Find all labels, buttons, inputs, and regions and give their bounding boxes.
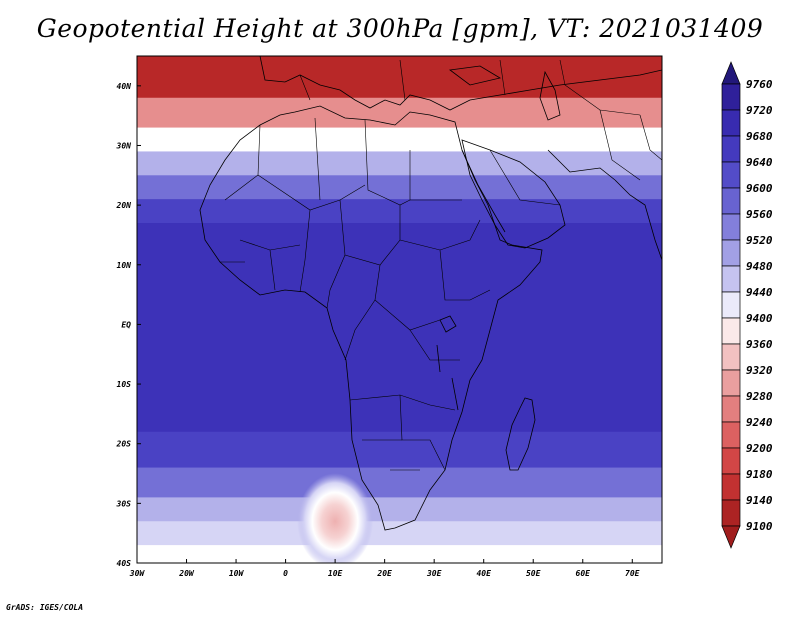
lon-tick-label: 20W: [178, 569, 195, 578]
africa-coastline: [199, 105, 543, 531]
colorbar-segment: [721, 499, 741, 527]
field-band: [137, 545, 662, 563]
field-band: [137, 175, 662, 201]
field-band: [137, 521, 662, 547]
lake-tanganyika: [436, 344, 441, 373]
country-borders: [220, 59, 662, 471]
lat-tick-label: 40S: [117, 559, 132, 568]
grads-credit: GrADS: IGES/COLA: [6, 603, 84, 612]
colorbar-segment: [721, 83, 741, 111]
colorbar-segment: [721, 213, 741, 241]
field-band: [137, 431, 662, 469]
arabia-coastline: [461, 139, 566, 249]
colorbar-segment: [721, 265, 741, 293]
madagascar-coastline: [505, 397, 536, 471]
colorbar-segment: [721, 109, 741, 137]
lat-tick-label: 20S: [116, 440, 132, 449]
lon-tick-label: 40E: [476, 569, 491, 578]
lat-tick-label: EQ: [121, 320, 131, 329]
latitude-axis: 40N 30N 20N 10N EQ 10S 20S 30S 40S: [116, 82, 141, 568]
colorbar-label: 9320: [746, 364, 773, 377]
field-band: [137, 497, 662, 523]
colorbar-label: 9480: [746, 260, 773, 273]
lake-victoria: [439, 315, 457, 333]
colorbar-label: 9440: [746, 286, 773, 299]
lat-tick-label: 10N: [117, 261, 132, 270]
colorbar-label: 9400: [746, 312, 773, 325]
lon-tick-label: 10E: [328, 569, 343, 578]
lon-tick-label: 0: [283, 569, 288, 578]
colorbar-label: 9600: [746, 182, 773, 195]
colorbar-label: 9560: [746, 208, 773, 221]
colorbar-label: 9360: [746, 338, 773, 351]
field-band: [137, 127, 662, 153]
field-band: [137, 467, 662, 499]
low-center: [297, 473, 374, 563]
colorbar-segment: [721, 187, 741, 215]
field-band: [137, 97, 662, 129]
colorbar-label: 9100: [746, 520, 773, 533]
persian-gulf-coast: [547, 149, 616, 181]
colorbar-segment: [721, 317, 741, 345]
colorbar-segment: [721, 395, 741, 423]
lat-tick-label: 30N: [116, 141, 132, 150]
caspian-coast: [539, 70, 561, 121]
lon-tick-label: 70E: [625, 569, 640, 578]
field-band: [137, 151, 662, 177]
colorbar-segment: [721, 473, 741, 501]
colorbar-label: 9240: [746, 416, 773, 429]
colorbar-label: 9680: [746, 130, 773, 143]
lon-tick-label: 50E: [526, 569, 541, 578]
colorbar-top-arrow: [721, 61, 741, 85]
field-band: [137, 199, 662, 225]
colorbar-label: 9720: [746, 104, 773, 117]
lake-malawi: [451, 377, 459, 411]
colorbar-label: 9760: [746, 78, 773, 91]
map-frame: [136, 55, 663, 564]
colorbar-label: 9180: [746, 468, 773, 481]
field-band: [137, 223, 662, 433]
colorbar-label: 9140: [746, 494, 773, 507]
lon-tick-label: 10W: [229, 569, 245, 578]
red-sea-coast: [461, 149, 506, 233]
lat-tick-label: 30S: [116, 499, 132, 508]
longitude-axis: 30W 20W 10W 0 10E 20E 30E 40E 50E 60E 70E: [129, 559, 640, 578]
india-coastline: [614, 179, 662, 261]
lat-tick-label: 20N: [116, 201, 132, 210]
lon-tick-label: 30W: [129, 569, 146, 578]
colorbar-segment: [721, 421, 741, 449]
colorbar-segment: [721, 135, 741, 163]
lat-tick-label: 40N: [117, 82, 132, 91]
height-field: [137, 56, 662, 563]
colorbar-label: 9200: [746, 442, 773, 455]
black-sea-coast: [448, 65, 502, 86]
colorbar-segment: [721, 369, 741, 397]
lon-tick-label: 60E: [576, 569, 591, 578]
lat-tick-label: 10S: [117, 380, 132, 389]
colorbar-segment: [721, 291, 741, 319]
colorbar-segment: [721, 239, 741, 267]
colorbar-label: 9520: [746, 234, 773, 247]
colorbar-segment: [721, 161, 741, 189]
colorbar-label: 9280: [746, 390, 773, 403]
colorbar-label: 9640: [746, 156, 773, 169]
lon-tick-label: 30E: [426, 569, 442, 578]
map-title: Geopotential Height at 300hPa [gpm], VT:…: [36, 14, 764, 43]
colorbar-segment: [721, 447, 741, 475]
lon-tick-label: 20E: [376, 569, 392, 578]
colorbar-segment: [721, 343, 741, 371]
colorbar-bottom-arrow: [721, 525, 741, 549]
